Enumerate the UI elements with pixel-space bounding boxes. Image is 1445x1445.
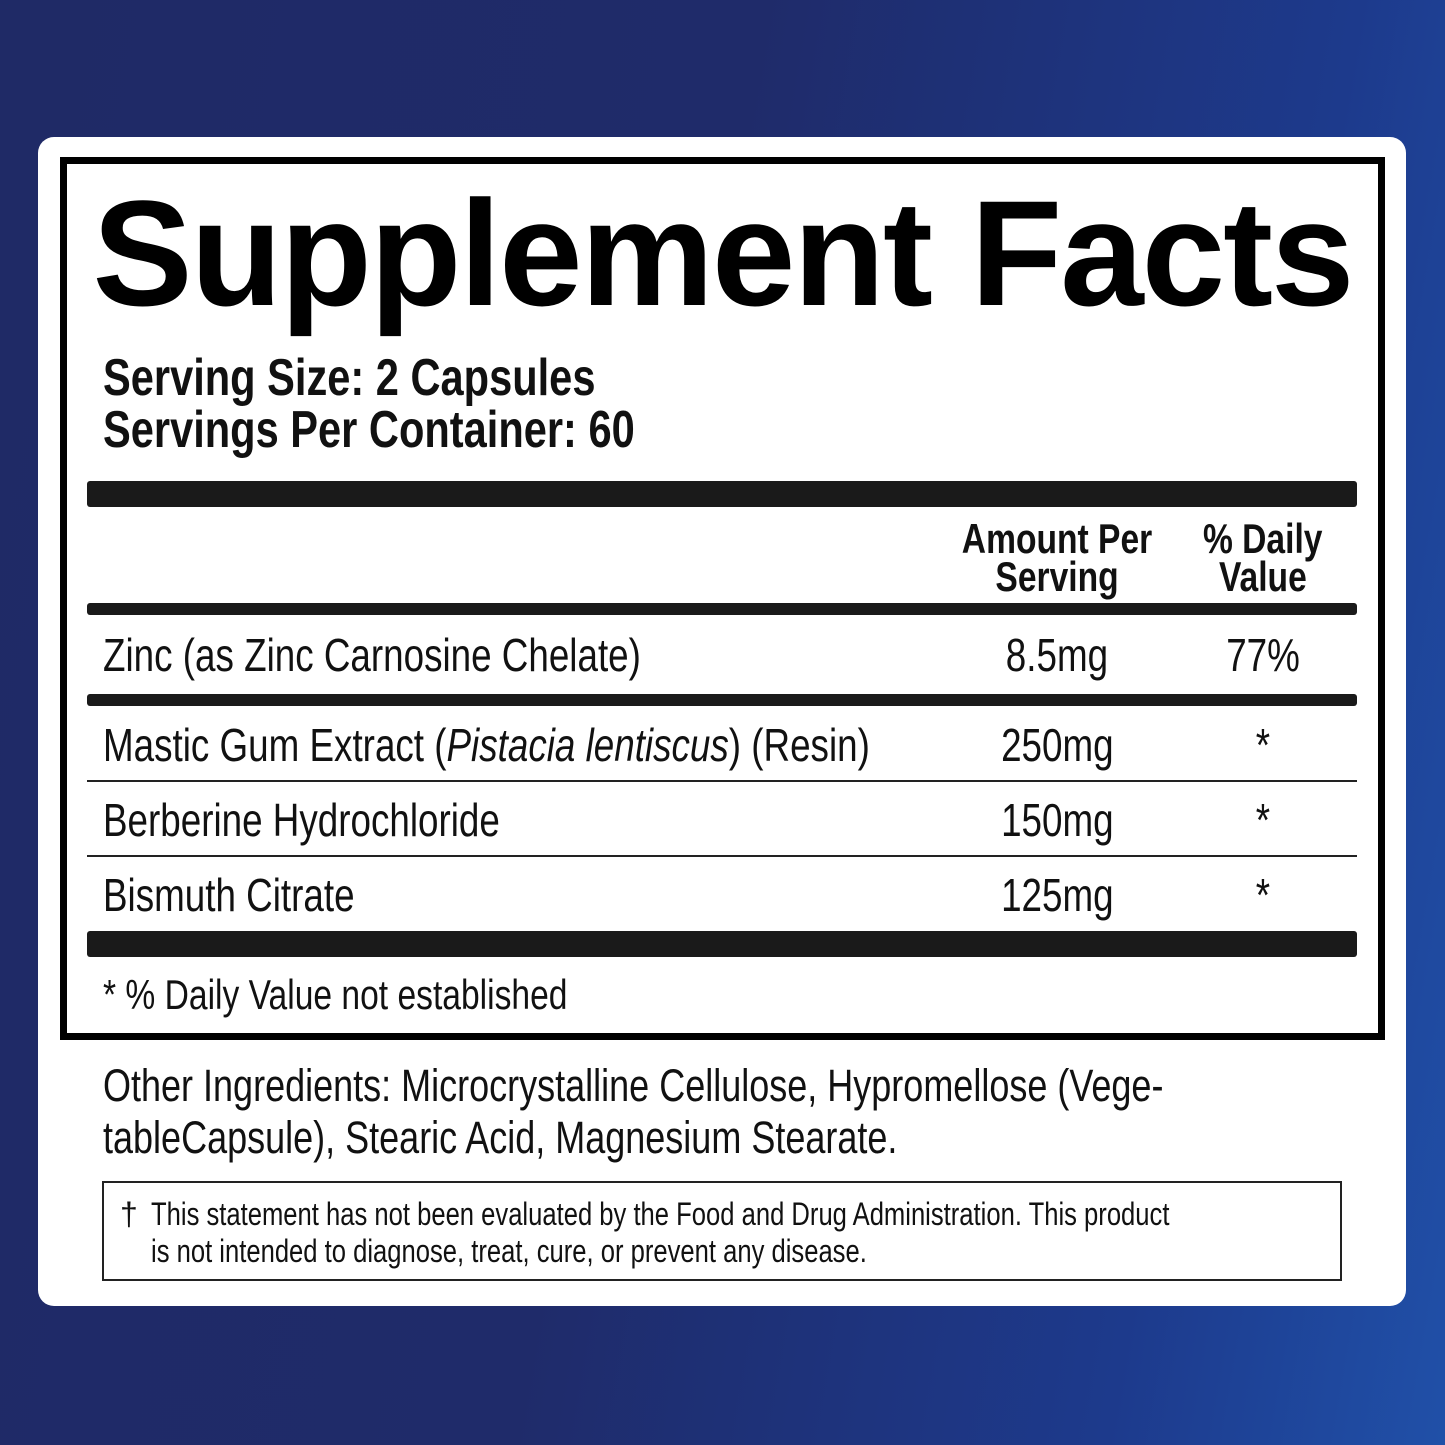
- ingredient-name-text: Zinc (as Zinc Carnosine Chelate): [103, 629, 641, 681]
- dv-text: 77%: [1226, 629, 1300, 681]
- header-dv-line2: Value: [1219, 553, 1307, 600]
- amount-text: 125mg: [1000, 869, 1114, 921]
- ingredient-name: Mastic Gum Extract (Pistacia lentiscus) …: [103, 720, 1062, 770]
- ingredient-name: Berberine Hydrochloride: [103, 795, 599, 845]
- amount-text: 250mg: [1000, 719, 1114, 771]
- serving-size-text: Serving Size: 2 Capsules: [103, 349, 596, 407]
- divider-thin: [87, 855, 1357, 857]
- name-part: ) (Resin): [728, 719, 870, 771]
- serving-size: Serving Size: 2 Capsules: [103, 352, 719, 404]
- latin-name: Pistacia lentiscus: [446, 719, 729, 771]
- amount-text: 8.5mg: [1005, 629, 1109, 681]
- divider-medium: [87, 603, 1357, 615]
- label-card: [38, 137, 1406, 1306]
- disclaimer-text: is not intended to diagnose, treat, cure…: [151, 1233, 867, 1269]
- header-amount: Amount Per Serving: [907, 515, 1207, 600]
- ingredient-amount: 125mg: [907, 870, 1207, 920]
- fda-disclaimer-box: [102, 1181, 1342, 1281]
- ingredient-name: Zinc (as Zinc Carnosine Chelate): [103, 630, 775, 680]
- other-ingredients-text: Other Ingredients: Microcrystalline Cell…: [103, 1060, 1164, 1111]
- dv-text: *: [1255, 794, 1271, 846]
- ingredient-dv: *: [1113, 795, 1413, 845]
- header-amount-line2: Serving: [995, 553, 1119, 600]
- ingredient-dv: *: [1113, 870, 1413, 920]
- header-daily-value: % Daily Value: [1113, 515, 1413, 600]
- footnote-text: * % Daily Value not established: [103, 971, 568, 1018]
- dv-text: *: [1255, 869, 1271, 921]
- servings-per-container-text: Servings Per Container: 60: [103, 401, 635, 459]
- footnote: * % Daily Value not established: [103, 970, 684, 1020]
- disclaimer-text: This statement has not been evaluated by…: [151, 1196, 1170, 1232]
- disclaimer-line2: is not intended to diagnose, treat, cure…: [151, 1233, 1046, 1270]
- divider-medium: [87, 694, 1357, 706]
- ingredient-name-text: Bismuth Citrate: [103, 869, 355, 921]
- dagger-symbol: †: [120, 1196, 138, 1232]
- divider-thick: [87, 931, 1357, 957]
- dv-text: *: [1255, 719, 1271, 771]
- other-ingredients-line2: tableCapsule), Stearic Acid, Magnesium S…: [103, 1112, 1096, 1164]
- header-dv-line1: % Daily: [1203, 515, 1323, 562]
- ingredient-amount: 150mg: [907, 795, 1207, 845]
- divider-thick: [87, 481, 1357, 507]
- amount-text: 150mg: [1000, 794, 1114, 846]
- ingredient-dv: 77%: [1113, 630, 1413, 680]
- ingredient-dv: *: [1113, 720, 1413, 770]
- other-ingredients-line1: Other Ingredients: Microcrystalline Cell…: [103, 1060, 1429, 1112]
- ingredient-amount: 8.5mg: [907, 630, 1207, 680]
- ingredient-name-text: Mastic Gum Extract (Pistacia lentiscus) …: [103, 720, 870, 770]
- name-part: Mastic Gum Extract (: [103, 719, 447, 771]
- other-ingredients-text: tableCapsule), Stearic Acid, Magnesium S…: [103, 1112, 898, 1163]
- divider-thin: [87, 780, 1357, 782]
- supplement-facts-panel: [60, 157, 1385, 1040]
- ingredient-name-text: Berberine Hydrochloride: [103, 794, 500, 846]
- panel-title: Supplement Facts: [92, 169, 1355, 337]
- header-amount-line1: Amount Per: [961, 515, 1153, 562]
- ingredient-amount: 250mg: [907, 720, 1207, 770]
- servings-per-container: Servings Per Container: 60: [103, 404, 768, 456]
- ingredient-name: Bismuth Citrate: [103, 870, 417, 920]
- disclaimer-line1: This statement has not been evaluated by…: [151, 1196, 1424, 1233]
